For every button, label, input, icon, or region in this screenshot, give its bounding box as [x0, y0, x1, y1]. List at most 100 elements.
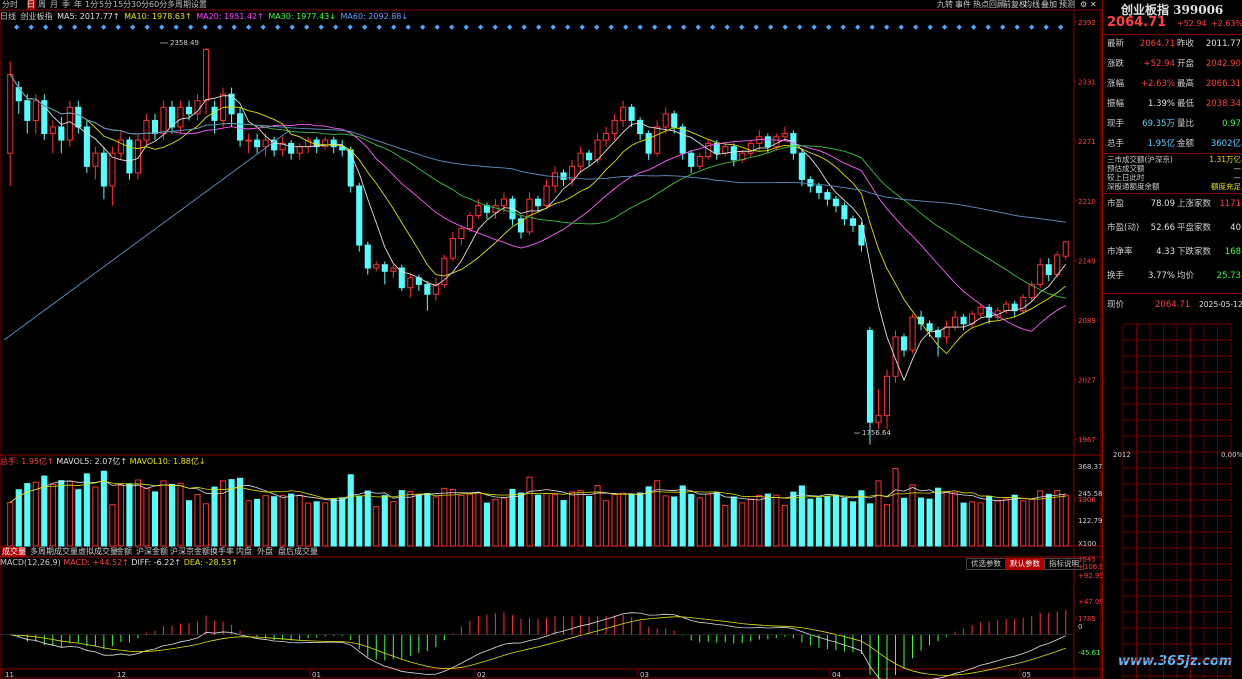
period-tab-1[interactable]: 日	[27, 0, 35, 10]
period-tab-3[interactable]: 月	[50, 0, 58, 9]
candle-body	[49, 126, 56, 135]
indicator-tab-8[interactable]: 外盘	[257, 547, 273, 556]
period-tab-12[interactable]: 设置	[191, 0, 207, 9]
indicator-tab-3[interactable]: 金额	[116, 547, 132, 556]
event-marker: ◆	[101, 23, 107, 31]
default-params-button[interactable]: 默认参数	[1005, 558, 1045, 570]
candle-body	[696, 155, 703, 167]
volume-bar	[637, 492, 644, 547]
indicator-tab-6[interactable]: 换手率	[210, 547, 234, 556]
period-tab-7[interactable]: 5分	[99, 0, 113, 9]
chart-tool-0[interactable]: 九转	[937, 0, 953, 9]
volume-bar	[671, 496, 678, 547]
volume-bar	[986, 496, 993, 547]
event-marker: ◆	[275, 23, 281, 31]
volume-axis: 368.37万 245.58万 122.79万 X100	[1078, 463, 1102, 548]
candle-body	[1028, 283, 1035, 299]
candle-body	[66, 106, 73, 141]
turnover-row: 预估成交额 —	[1107, 164, 1241, 173]
event-marker: ◆	[754, 23, 760, 31]
volume-bar	[449, 488, 456, 547]
separator	[1103, 153, 1242, 154]
macd-tick: +47.09	[1078, 598, 1102, 606]
period-tab-5[interactable]: 年	[74, 0, 82, 9]
candle-body	[1062, 241, 1069, 257]
gear-icon[interactable]: ⚙	[1080, 0, 1088, 9]
quote-row-value2: 2011.77	[1205, 39, 1241, 49]
stats-value: 52.66	[1150, 223, 1175, 233]
quote-row-label: 最新	[1107, 39, 1125, 49]
volume-bar	[586, 496, 593, 547]
event-marker: ◆	[942, 23, 948, 31]
candle-body	[92, 152, 99, 167]
candle-body	[534, 198, 542, 207]
event-marker: ◆	[72, 23, 78, 31]
indicator-tab-9[interactable]: 盘后成交量	[278, 547, 318, 556]
candle-body	[722, 146, 729, 154]
indicator-tab-2[interactable]: 虚拟成交量	[78, 547, 118, 556]
chart-tool-1[interactable]: 事件	[955, 0, 971, 9]
chart-tool-2[interactable]: 热点回顾	[973, 0, 1005, 9]
candle-body	[347, 149, 354, 187]
volume-bar	[952, 492, 959, 547]
candle-body	[1003, 303, 1010, 312]
event-marker: ◆	[246, 23, 252, 31]
diff-value: DIFF: -6.22↑	[131, 558, 182, 567]
kline-chart[interactable]: ◆ ◆ ◆ ◆ ◆ ◆ ◆ ◆ ◆ ◆ ◆ ◆ ◆ ◆ ◆ ◆ ◆ ◆ ◆ ◆ ◆ ◆ ◆ ◆ ◆ ◆ ◆ ◆ ◆ ◆ ◆ ◆ ◆ ◆ ◆ ◆ ◆ ◆ ◆ ◆…	[0, 0, 1102, 679]
indicator-tab-7[interactable]: 内盘	[236, 547, 252, 556]
candle-body	[1037, 264, 1044, 285]
period-tab-2[interactable]: 周	[38, 0, 46, 9]
indicator-tab-5[interactable]: 沪深京金额	[170, 547, 210, 556]
volume-bar	[790, 491, 797, 547]
candle-body	[815, 185, 822, 194]
volume-bar	[32, 481, 39, 547]
period-tab-6[interactable]: 1分	[85, 0, 99, 9]
period-tab-8[interactable]: 15分	[113, 0, 132, 9]
turnover-label: 较上日此时	[1107, 173, 1145, 182]
candle-body	[781, 133, 788, 138]
period-tab-0[interactable]: 分时	[2, 0, 18, 9]
volume-bar	[747, 498, 754, 547]
event-marker: ◆	[812, 23, 818, 31]
chart-tool-6[interactable]: 预测	[1059, 0, 1075, 9]
chart-tool-4[interactable]: 均线	[1024, 0, 1040, 9]
event-marker: ◆	[116, 23, 122, 31]
event-marker: ◆	[928, 23, 934, 31]
period-tab-9[interactable]: 30分	[131, 0, 150, 9]
close-icon[interactable]: ✕	[1090, 0, 1097, 9]
event-marker: ◆	[130, 23, 136, 31]
volume-bar	[713, 492, 720, 547]
indicator-tab-1[interactable]: 多周期成交量	[30, 547, 78, 556]
event-marker: ◆	[217, 23, 223, 31]
indicator-tab-4[interactable]: 沪深金额	[136, 547, 168, 556]
candle-body	[228, 93, 235, 115]
candle-body	[1020, 297, 1027, 312]
period-tab-11[interactable]: 多周期	[167, 0, 191, 9]
volume-bar	[390, 501, 397, 547]
price-tick: 2331	[1078, 79, 1096, 87]
event-marker: ◆	[797, 23, 803, 31]
period-tab-4[interactable]: 季	[62, 0, 70, 9]
ma-legend: 日线 创业板指 MA5: 2017.77↑ MA10: 1978.63↑ MA2…	[0, 11, 410, 22]
stats-label: 市盈	[1107, 199, 1125, 209]
candle-body	[356, 185, 363, 246]
volume-bar	[696, 497, 703, 547]
grid-left-label: 2012	[1113, 451, 1131, 459]
period-tab-10[interactable]: 60分	[149, 0, 168, 9]
macd-legend: MACD(12,26,9) MACD: +44.52↑ DIFF: -6.22↑…	[0, 558, 238, 568]
event-marker: ◆	[377, 23, 383, 31]
stats-label2: 均价	[1177, 271, 1195, 281]
period-toolbar: 分时日周月季年 1分 5分 15分 30分 60分 多周期 设置	[0, 0, 1100, 10]
indicator-help-button[interactable]: 指标说明	[1044, 558, 1084, 570]
event-marker: ◆	[348, 23, 354, 31]
candle-body	[875, 415, 882, 423]
optimize-params-button[interactable]: 优选参数	[966, 558, 1006, 570]
chart-tool-5[interactable]: 叠加	[1041, 0, 1057, 9]
event-marker: ◆	[957, 23, 963, 31]
event-marker: ◆	[507, 23, 513, 31]
chart-tool-3[interactable]: 前复权	[1003, 0, 1027, 9]
quote-row-label: 振幅	[1107, 99, 1125, 109]
ma120-line	[3, 129, 291, 341]
indicator-tab-0[interactable]: 成交量	[2, 547, 26, 557]
volume-tick: 368.37万	[1078, 463, 1102, 471]
